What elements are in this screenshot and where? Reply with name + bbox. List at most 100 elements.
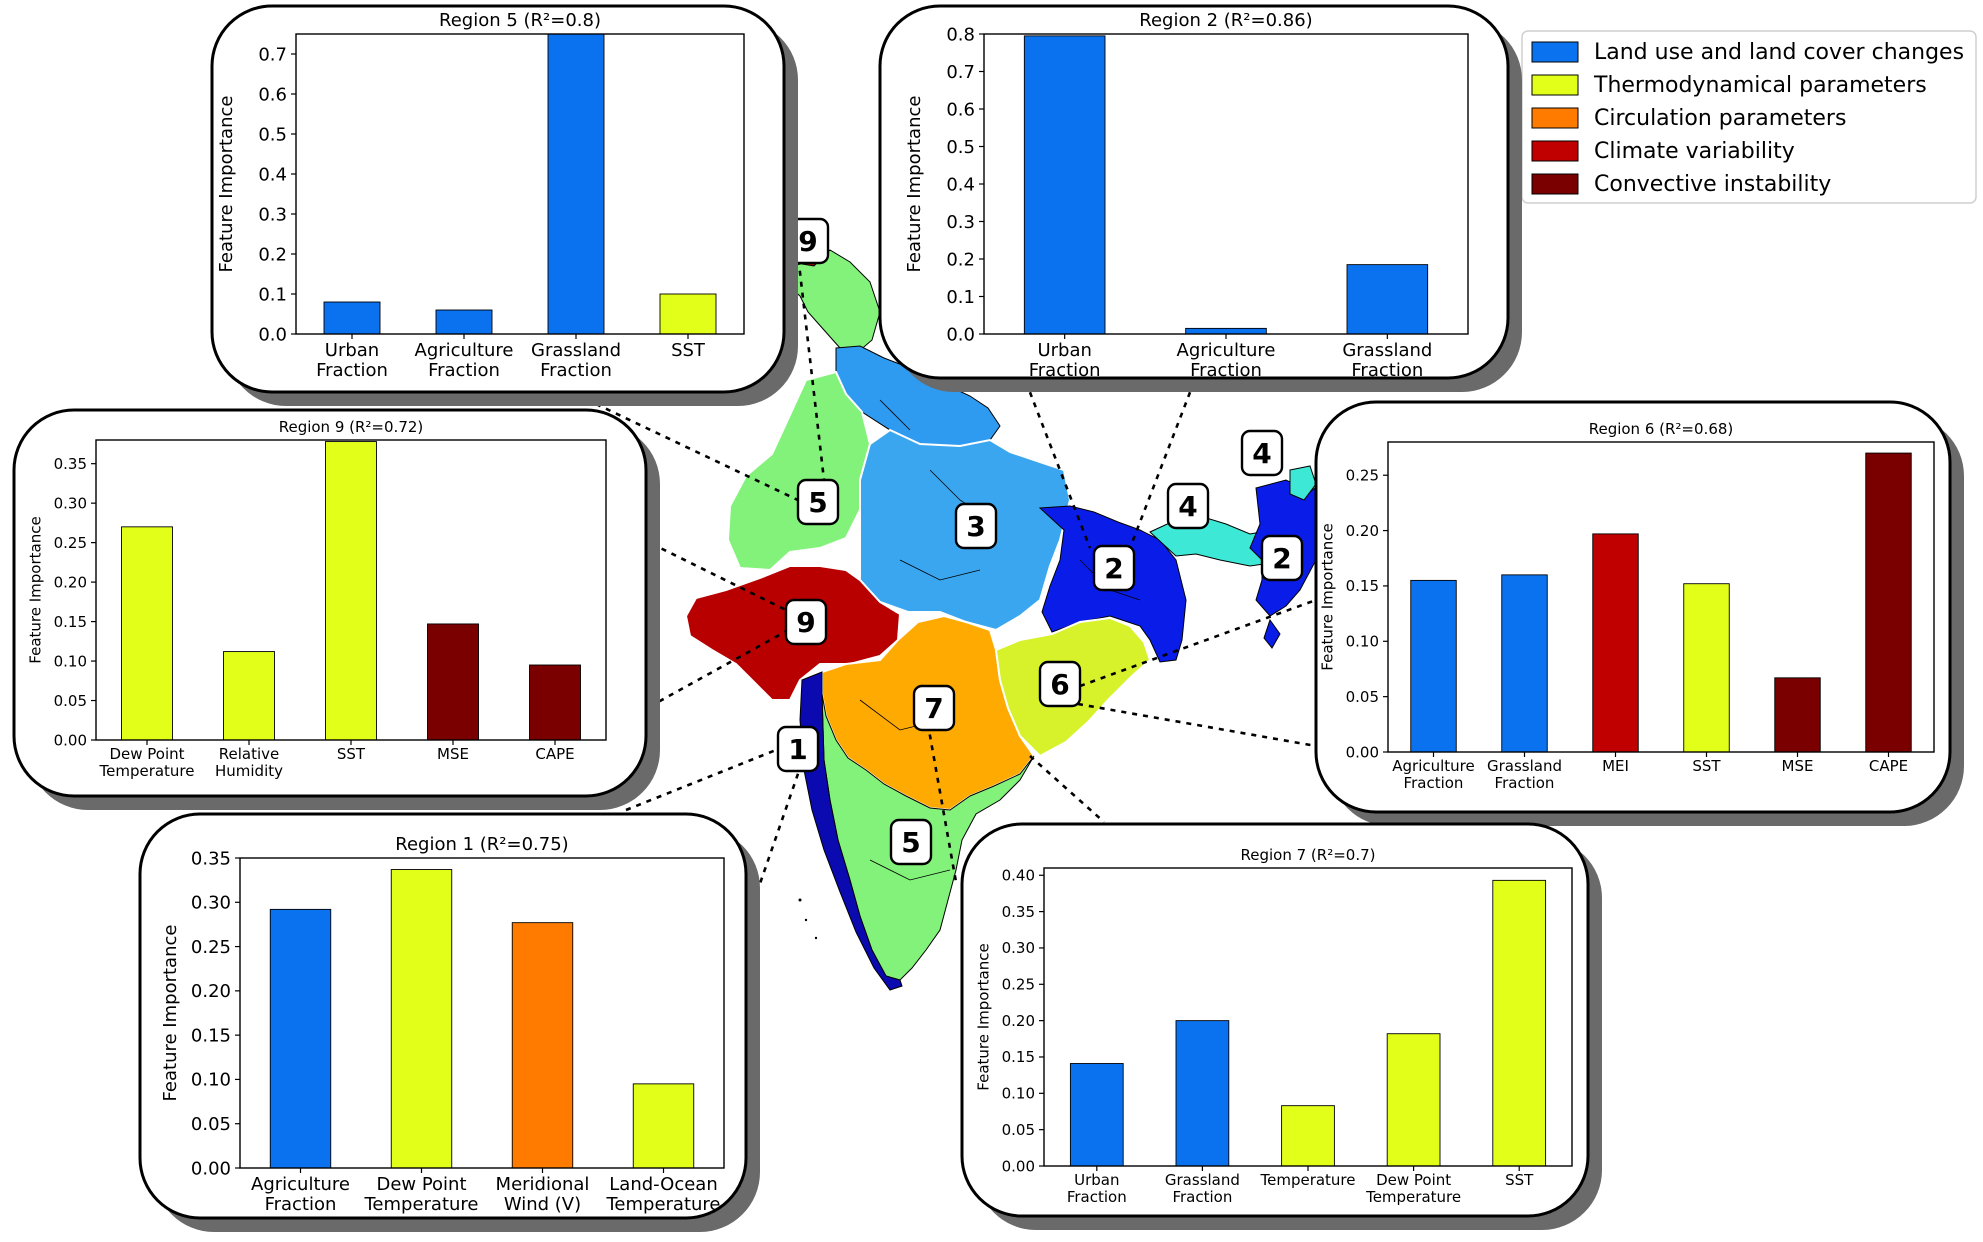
y-tick-label: 0.25 xyxy=(1346,466,1379,484)
map-region-label: 4 xyxy=(1178,490,1197,523)
map-region-label-box xyxy=(1240,429,1284,477)
y-tick-label: 0.15 xyxy=(1346,577,1379,595)
x-tick-label: Fraction xyxy=(428,360,500,381)
y-tick-label: 0.6 xyxy=(258,84,287,105)
x-tick-label: Temperature xyxy=(1365,1188,1461,1206)
y-tick-label: 0.00 xyxy=(54,731,87,749)
y-tick-label: 0.5 xyxy=(258,124,287,145)
y-tick-label: 0.20 xyxy=(54,573,87,591)
y-tick-label: 0.40 xyxy=(1002,867,1035,885)
x-tick-label: Fraction xyxy=(1067,1188,1127,1206)
y-tick-label: 0.05 xyxy=(1346,688,1379,706)
y-tick-label: 0.15 xyxy=(54,613,87,631)
chart-panels: Region 5 (R²=0.8) 0.0 0.1 0.2 0.3 0.4 0.5 0.6 0.… xyxy=(12,4,1964,1232)
x-tick-label: Temperature xyxy=(363,1194,478,1215)
bar-region7-1 xyxy=(1175,1020,1230,1167)
chart-title: Region 2 (R²=0.86) xyxy=(1139,10,1312,31)
map-region-label-box xyxy=(1260,534,1304,582)
map-region-label: 7 xyxy=(924,692,943,725)
y-axis-label: Feature Importance xyxy=(27,516,45,663)
bar-region9-4 xyxy=(529,664,581,741)
y-tick-label: 0.25 xyxy=(54,534,87,552)
y-tick-label: 0.15 xyxy=(1002,1048,1035,1066)
y-tick-label: 0.20 xyxy=(191,981,231,1002)
y-tick-label: 0.4 xyxy=(946,174,975,195)
y-tick-label: 0.5 xyxy=(946,137,975,158)
legend-label: Circulation parameters xyxy=(1594,106,1846,131)
map-region-label-box xyxy=(954,502,998,550)
leader-region5b xyxy=(794,237,826,481)
x-tick-label: Fraction xyxy=(265,1194,337,1215)
x-tick-label: Dew Point xyxy=(376,1174,466,1195)
leader-lines xyxy=(595,237,1317,925)
map-region-label-box xyxy=(912,684,956,732)
bar-region7-2 xyxy=(1281,1105,1335,1167)
x-tick-label: Fraction xyxy=(1172,1188,1232,1206)
x-tick-label: MSE xyxy=(437,745,469,763)
x-tick-label: Urban xyxy=(1074,1171,1119,1189)
chart-panel-region6: Region 6 (R²=0.68) 0.00 0.05 0.10 0.15 0.20 0.… xyxy=(1314,400,1964,826)
bar-region6-5 xyxy=(1865,452,1912,753)
leader-region2b xyxy=(1128,381,1196,549)
bar-region7-0 xyxy=(1069,1063,1124,1167)
y-tick-label: 0.1 xyxy=(946,287,975,308)
map-ne-cyan-patch xyxy=(1289,465,1317,501)
x-tick-label: Temperature xyxy=(1259,1171,1355,1189)
y-tick-label: 0.15 xyxy=(191,1025,231,1046)
chart-panel-region5: Region 5 (R²=0.8) 0.0 0.1 0.2 0.3 0.4 0.5 0.6 0.… xyxy=(210,4,798,406)
map-region-label-box xyxy=(776,725,820,773)
leader-region7b xyxy=(1029,755,1105,823)
x-tick-label: Dew Point xyxy=(109,745,184,763)
x-tick-label: Agriculture xyxy=(251,1174,350,1195)
x-tick-label: Fraction xyxy=(316,360,388,381)
y-tick-label: 0.3 xyxy=(946,212,975,233)
bar-region5-3 xyxy=(659,293,717,335)
bar-region2-2 xyxy=(1346,264,1429,335)
x-tick-label: Land-Ocean xyxy=(609,1174,717,1195)
y-tick-label: 0.3 xyxy=(258,204,287,225)
y-tick-label: 0.30 xyxy=(1002,939,1035,957)
y-tick-label: 0.0 xyxy=(258,324,287,345)
map-region-label: 2 xyxy=(1104,552,1123,585)
map-region-label: 1 xyxy=(788,733,807,766)
map-region-label-box xyxy=(1092,544,1136,592)
map-island-dot xyxy=(798,898,802,902)
x-tick-label: SST xyxy=(1505,1171,1534,1189)
legend-label: Convective instability xyxy=(1594,172,1831,197)
bar-region5-0 xyxy=(323,301,381,335)
x-tick-label: Temperature xyxy=(605,1194,720,1215)
axes-frame xyxy=(1043,867,1573,1167)
bar-region6-4 xyxy=(1774,677,1821,753)
x-tick-label: MEI xyxy=(1602,757,1629,775)
axes-frame xyxy=(295,33,745,335)
bar-region1-2 xyxy=(511,922,574,1169)
bar-region1-0 xyxy=(269,908,332,1169)
x-tick-label: Urban xyxy=(325,340,379,361)
x-tick-label: SST xyxy=(337,745,366,763)
map-region-label: 5 xyxy=(808,486,827,519)
bar-region9-1 xyxy=(223,651,275,741)
x-tick-label: Fraction xyxy=(1029,360,1101,381)
x-tick-label: Fraction xyxy=(1404,774,1464,792)
map-region-label: 3 xyxy=(966,510,985,543)
x-tick-label: Fraction xyxy=(1495,774,1555,792)
axes-frame xyxy=(983,33,1469,335)
bar-region2-1 xyxy=(1185,327,1267,335)
leader-region9b xyxy=(639,626,793,714)
bar-region2-0 xyxy=(1023,35,1106,335)
y-tick-label: 0.30 xyxy=(54,494,87,512)
axes-frame xyxy=(95,439,607,741)
chart-title: Region 7 (R²=0.7) xyxy=(1241,846,1376,864)
chart-title: Region 6 (R²=0.68) xyxy=(1589,420,1734,438)
chart-panel-region9: Region 9 (R²=0.72) 0.00 0.05 0.10 0.15 0.20 0.… xyxy=(12,408,660,810)
india-region-map xyxy=(684,237,1331,991)
chart-panel-region7: Region 7 (R²=0.7) 0.00 0.05 0.10 0.15 0.20 0.2… xyxy=(960,822,1602,1230)
y-tick-label: 0.2 xyxy=(258,244,287,265)
bar-region9-3 xyxy=(427,623,479,741)
legend: Land use and land cover changes Thermodyn… xyxy=(1521,30,1977,204)
map-region-label: 6 xyxy=(1050,668,1069,701)
map-ne-tail xyxy=(1263,618,1281,649)
x-tick-label: Urban xyxy=(1037,340,1091,361)
axes-frame xyxy=(239,857,725,1169)
